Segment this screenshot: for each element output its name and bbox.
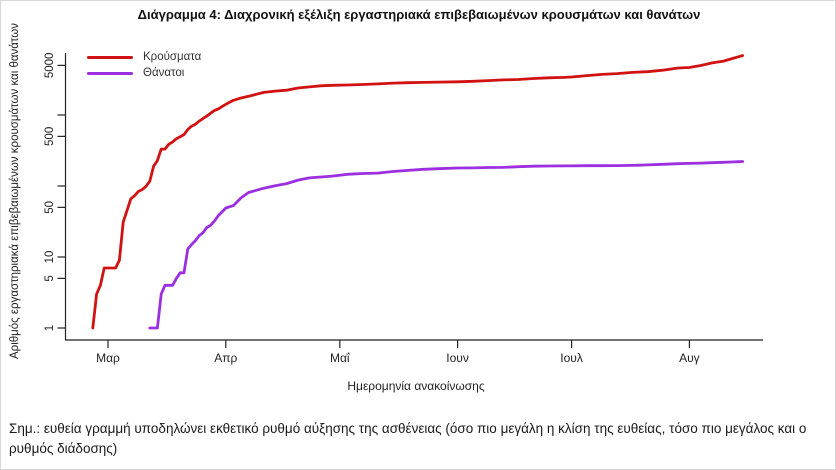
x-tick-label: Απρ	[214, 351, 237, 365]
ticks-group: 1 5 10 50 500 5000 Μαρ Απρ Μαΐ Ιουν Ιουλ Αυγ	[44, 53, 700, 365]
footnote: Σημ.: ευθεία γραμμή υποδηλώνει εκθετικό …	[9, 421, 807, 456]
y-tick-label: 5000	[44, 53, 56, 79]
legend-label-cases: Κρούσματα	[143, 51, 202, 63]
deaths-line-swatch	[87, 71, 133, 75]
x-axis-title: Ημερομηνία ανακοίνωσης	[347, 379, 485, 393]
deaths-line	[148, 160, 744, 330]
y-axis-title: Αριθμός εργαστηριακά επιβεβαιωμένων κρου…	[9, 23, 21, 360]
legend-label-deaths: Θάνατοι	[143, 67, 185, 79]
series-group	[91, 54, 744, 330]
x-tick-label: Μαΐ	[330, 351, 351, 365]
chart-svg: 1 5 10 50 500 5000 Μαρ Απρ Μαΐ Ιουν Ιουλ Αυγ	[44, 53, 763, 365]
y-tick-label: 500	[44, 127, 56, 146]
x-tick-label: Ιουλ	[560, 351, 583, 365]
cases-line-swatch	[87, 55, 133, 59]
chart-title: Διάγραμμα 4: Διαχρονική εξέλιξη εργαστηρ…	[137, 7, 701, 22]
x-tick-label: Ιουν	[446, 351, 469, 365]
x-tick-label: Μαρ	[96, 351, 120, 365]
legend-row-deaths: Θάνατοι	[87, 67, 201, 79]
legend: Κρούσματα Θάνατοι	[87, 51, 201, 79]
cases-line	[91, 54, 744, 330]
x-tick-label: Αυγ	[679, 351, 700, 365]
axes-group	[64, 53, 763, 341]
y-tick-label: 50	[44, 201, 56, 214]
y-tick-label: 5	[44, 275, 56, 281]
legend-row-cases: Κρούσματα	[87, 51, 201, 63]
y-tick-label: 10	[44, 251, 56, 264]
y-tick-label: 1	[44, 325, 56, 331]
